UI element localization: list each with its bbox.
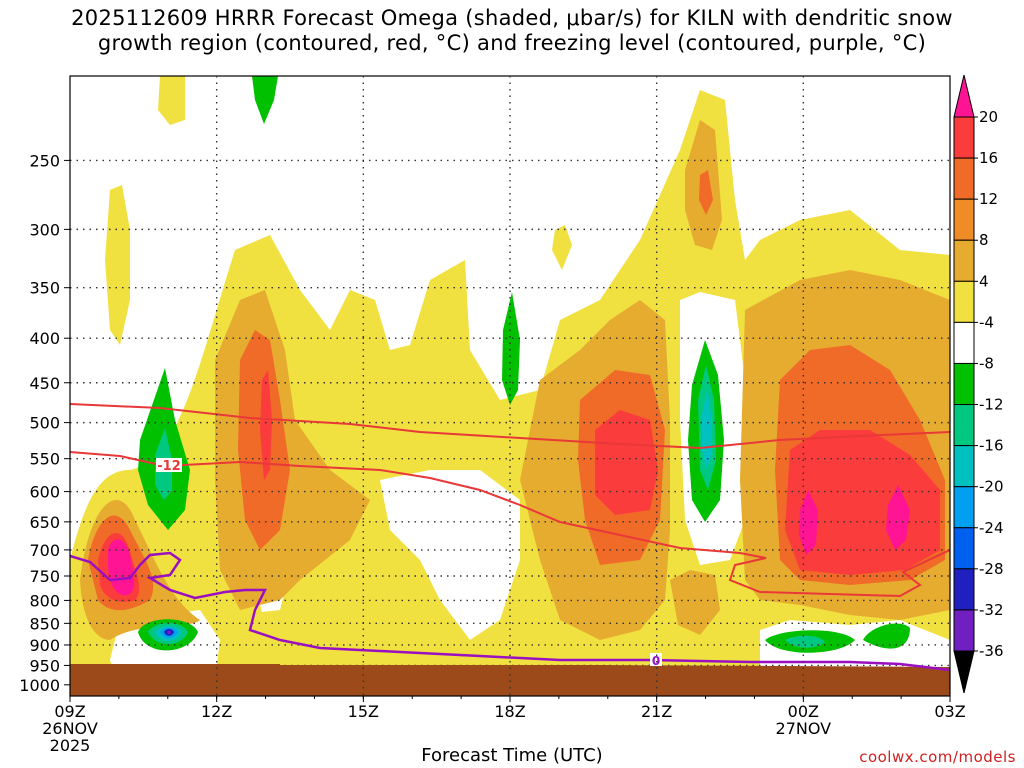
colorbar-label: -16 <box>979 437 1004 455</box>
colorbar-segment <box>953 404 975 447</box>
colorbar-bottom-arrow <box>953 650 975 694</box>
dgz-contour-minus18 <box>70 451 950 598</box>
chart-title-line1: 2025112609 HRRR Forecast Omega (shaded, … <box>71 6 953 30</box>
colorbar-segment <box>953 486 975 529</box>
colorbar-segment <box>953 198 975 241</box>
omega-region-pos-16-right1 <box>595 410 658 515</box>
colorbar: 20 16 12 8 4 -4 -8 -12 -16 -20 -24 -28 -32 -36 <box>953 74 1004 694</box>
x-tick-date-label: 27NOV <box>776 719 832 738</box>
colorbar-label: -20 <box>979 478 1004 496</box>
x-tick-label: 12Z <box>201 702 232 721</box>
freezing-level-contour <box>70 551 950 672</box>
y-tick-label: 900 <box>29 636 60 655</box>
dgz-contour-minus12 <box>70 403 950 450</box>
y-tick-label: 600 <box>29 483 60 502</box>
colorbar-segment <box>953 527 975 570</box>
y-axis: 250 300 350 400 450 500 550 600 650 700 750 800 850 9… <box>19 151 70 695</box>
colorbar-label: -12 <box>979 396 1004 414</box>
y-tick-label: 300 <box>29 220 60 239</box>
colorbar-label: -32 <box>979 601 1004 619</box>
y-tick-label: 250 <box>29 151 60 170</box>
colorbar-segment <box>953 609 975 652</box>
omega-region-pos-12-top <box>699 170 713 215</box>
x-tick-label: 15Z <box>348 702 379 721</box>
omega-shading <box>70 76 950 690</box>
y-tick-label: 650 <box>29 513 60 532</box>
omega-region-neutral-1 <box>380 470 520 640</box>
colorbar-segment <box>953 116 975 159</box>
y-tick-label: 400 <box>29 329 60 348</box>
colorbar-label: 12 <box>979 190 998 208</box>
colorbar-segment <box>953 362 975 406</box>
omega-region-neg-4-c <box>502 292 520 405</box>
omega-region-neg-24-b <box>167 630 171 635</box>
colorbar-label: -24 <box>979 519 1004 537</box>
y-tick-label: 450 <box>29 374 60 393</box>
plot-area <box>70 76 950 696</box>
source-credit[interactable]: coolwx.com/models <box>859 748 1016 766</box>
colorbar-segment <box>953 280 975 323</box>
omega-region-pos-4-top3 <box>552 225 572 270</box>
x-tick-date-label: 26NOV <box>42 719 98 738</box>
omega-region-pos-8-low <box>670 570 720 635</box>
x-tick-year-label: 2025 <box>50 736 91 755</box>
colorbar-segment <box>953 321 975 364</box>
y-tick-label: 1000 <box>19 676 60 695</box>
y-tick-label: 800 <box>29 591 60 610</box>
y-tick-label: 700 <box>29 541 60 560</box>
y-tick-label: 950 <box>29 656 60 675</box>
omega-region-pos-20-right2 <box>886 485 910 550</box>
x-tick-label: 03Z <box>934 702 965 721</box>
omega-region-neg-12-a <box>702 390 712 470</box>
dgz-contours <box>70 403 950 598</box>
x-tick-label: 00Z <box>788 702 819 721</box>
colorbar-label: 16 <box>979 149 998 167</box>
colorbar-label: -8 <box>979 354 994 372</box>
y-tick-label: 500 <box>29 414 60 433</box>
colorbar-label: 20 <box>979 108 998 126</box>
y-tick-label: 350 <box>29 279 60 298</box>
x-tick-label: 21Z <box>641 702 672 721</box>
x-tick-label: 18Z <box>494 702 525 721</box>
chart-title-line2: growth region (contoured, red, °C) and f… <box>97 31 927 55</box>
omega-region-pos-4-top1 <box>158 76 185 125</box>
colorbar-label: -28 <box>979 560 1004 578</box>
colorbar-label: 8 <box>979 231 989 249</box>
omega-region-neg-4-a <box>252 76 278 124</box>
x-tick-label: 09Z <box>54 702 85 721</box>
colorbar-segment <box>953 445 975 488</box>
colorbar-label: 4 <box>979 272 989 290</box>
y-tick-label: 750 <box>29 567 60 586</box>
colorbar-label: -36 <box>979 642 1004 660</box>
omega-region-pos-16-mid <box>260 370 272 480</box>
colorbar-segment <box>953 568 975 611</box>
x-axis-title: Forecast Time (UTC) <box>421 745 603 766</box>
y-tick-label: 550 <box>29 450 60 469</box>
dgz-contour-label: -12 <box>157 459 181 474</box>
y-tick-label: 850 <box>29 614 60 633</box>
colorbar-top-arrow <box>953 74 975 118</box>
colorbar-segment <box>953 239 975 282</box>
colorbar-label: -4 <box>979 313 994 331</box>
omega-region-neg-8-c <box>785 635 825 648</box>
omega-region-pos-20-left <box>108 539 135 596</box>
omega-region-pos-4-top2 <box>105 185 130 345</box>
omega-region-neg-4-f <box>863 623 910 649</box>
colorbar-segment <box>953 157 975 200</box>
terrain-fill <box>70 664 950 696</box>
